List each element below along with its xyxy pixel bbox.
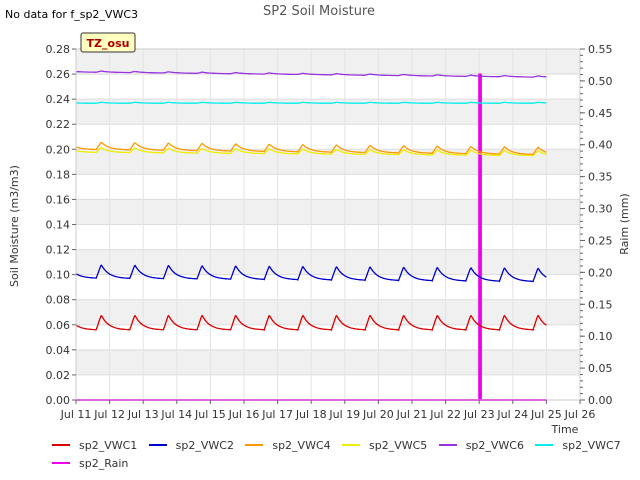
- x-tick-label: Jul 14: [160, 408, 192, 421]
- x-tick-label: Jul 16: [228, 408, 260, 421]
- x-tick-label: Jul 23: [463, 408, 495, 421]
- y2-tick-label: 0.40: [588, 139, 613, 152]
- series-line-sp2-vwc1: [75, 314, 547, 332]
- x-tick-label: Jul 21: [396, 408, 428, 421]
- series-line-sp2-vwc2: [75, 264, 547, 283]
- x-tick-label: Jul 20: [362, 408, 394, 421]
- legend-label: sp2_Rain: [79, 456, 129, 470]
- series-line-sp2-vwc7: [75, 101, 547, 104]
- x-tick-label: Jul 17: [261, 408, 293, 421]
- plot-band: [76, 274, 580, 300]
- legend-label: sp2_VWC4: [272, 438, 331, 452]
- tz-badge-label: TZ_osu: [87, 37, 130, 50]
- y-tick-label: 0.06: [46, 319, 71, 332]
- x-tick-label: Jul 12: [93, 408, 125, 421]
- plot-band: [76, 174, 580, 200]
- legend-item-sp2-vwc1: sp2_VWC1: [52, 439, 149, 452]
- plot-band: [76, 149, 580, 175]
- plot-band: [76, 299, 580, 325]
- legend-swatch: [148, 444, 167, 446]
- y-axis-label: Soil Moisture (m3/m3): [8, 165, 21, 287]
- no-data-notice: No data for f_sp2_VWC3: [5, 8, 138, 21]
- legend-item-sp2-rain: sp2_Rain: [52, 457, 152, 470]
- series-line-sp2-vwc4: [75, 141, 547, 156]
- x-tick-label: Jul 11: [60, 408, 92, 421]
- x-axis-ticks: Jul 11 Jul 12 Jul 13 Jul 14 Jul 15 Jul 16 Jul …: [60, 400, 596, 421]
- y2-axis-label: Raim (mm): [618, 193, 631, 254]
- legend-item-sp2-vwc4: sp2_VWC4: [245, 439, 342, 452]
- legend-swatch: [245, 444, 264, 446]
- legend-item-sp2-vwc6: sp2_VWC6: [438, 438, 536, 452]
- legend-label: sp2_VWC1: [79, 438, 138, 452]
- y-tick-label: 0.16: [46, 193, 71, 206]
- y-tick-label: 0.10: [46, 269, 71, 282]
- y2-tick-label: 0.50: [588, 75, 613, 88]
- chart-title: SP2 Soil Moisture: [263, 4, 375, 19]
- y2-axis-ticks: 0.00 0.05 0.10 0.15 0.20 0.25 0.30 0.35 0.40 0.45…: [580, 43, 613, 407]
- y-tick-label: 0.08: [46, 294, 71, 307]
- y-tick-label: 0.12: [46, 244, 71, 257]
- legend-item-sp2-vwc2: sp2_VWC2: [148, 438, 246, 452]
- legend-label: sp2_VWC2: [175, 438, 234, 452]
- legend-item-sp2-vwc5: sp2_VWC5: [342, 439, 439, 452]
- legend: sp2_VWC1 sp2_VWC2 sp2_VWC4 sp2_VWC5 sp2_…: [52, 436, 632, 472]
- plot-band: [76, 199, 580, 225]
- y2-tick-label: 0.30: [588, 203, 613, 216]
- y-tick-label: 0.22: [46, 118, 71, 131]
- y2-tick-label: 0.55: [588, 43, 613, 56]
- y-tick-label: 0.04: [46, 344, 71, 357]
- y-tick-label: 0.20: [46, 143, 71, 156]
- x-tick-label: Jul 22: [429, 408, 461, 421]
- legend-swatch: [342, 444, 361, 446]
- x-tick-label: Jul 13: [127, 408, 159, 421]
- x-tick-label: Jul 26: [564, 408, 596, 421]
- y2-tick-label: 0.35: [588, 171, 613, 184]
- y-tick-label: 0.24: [46, 93, 71, 106]
- plot-band: [76, 374, 580, 400]
- legend-swatch: [535, 444, 554, 446]
- y-tick-label: 0.02: [46, 369, 71, 382]
- legend-item-sp2-vwc7: sp2_VWC7: [535, 439, 632, 452]
- x-axis-label: Time: [551, 423, 579, 436]
- series-line-sp2-vwc5: [75, 147, 547, 157]
- x-tick-label: Jul 15: [194, 408, 226, 421]
- y-tick-label: 0.28: [46, 43, 71, 56]
- y2-tick-label: 0.00: [588, 394, 613, 407]
- y-axis-ticks: 0.00 0.02 0.04 0.06 0.08 0.10 0.12 0.14 0.16 0.18…: [46, 43, 76, 407]
- y2-tick-label: 0.45: [588, 107, 613, 120]
- y2-tick-label: 0.15: [588, 298, 613, 311]
- x-tick-label: Jul 25: [530, 408, 562, 421]
- legend-swatch: [52, 444, 70, 446]
- tz-badge: TZ_osu: [80, 32, 136, 53]
- legend-label: sp2_VWC7: [562, 438, 621, 452]
- legend-swatch: [438, 444, 457, 446]
- plot-band: [76, 349, 580, 375]
- series-line-sp2-vwc6: [76, 70, 547, 78]
- y2-tick-label: 0.05: [588, 362, 613, 375]
- y-tick-label: 0.00: [46, 394, 71, 407]
- legend-row: sp2_VWC1 sp2_VWC2 sp2_VWC4 sp2_VWC5 sp2_…: [52, 436, 632, 454]
- x-tick-label: Jul 19: [328, 408, 360, 421]
- x-tick-label: Jul 24: [496, 408, 528, 421]
- y2-tick-label: 0.20: [588, 266, 613, 279]
- plot-band: [76, 224, 580, 250]
- y-tick-label: 0.14: [46, 219, 71, 232]
- legend-row: sp2_Rain: [52, 454, 632, 472]
- plot-band: [76, 249, 580, 275]
- legend-label: sp2_VWC5: [369, 438, 428, 452]
- y2-tick-label: 0.25: [588, 234, 613, 247]
- plot-band: [76, 49, 580, 75]
- legend-swatch: [52, 462, 70, 464]
- plot-bands: [76, 49, 580, 400]
- y-tick-label: 0.26: [46, 68, 71, 81]
- plot-band: [76, 74, 580, 100]
- y-tick-label: 0.18: [46, 168, 71, 181]
- plot-band: [76, 124, 580, 150]
- y2-tick-label: 0.10: [588, 330, 613, 343]
- x-tick-label: Jul 18: [295, 408, 327, 421]
- legend-label: sp2_VWC6: [465, 438, 524, 452]
